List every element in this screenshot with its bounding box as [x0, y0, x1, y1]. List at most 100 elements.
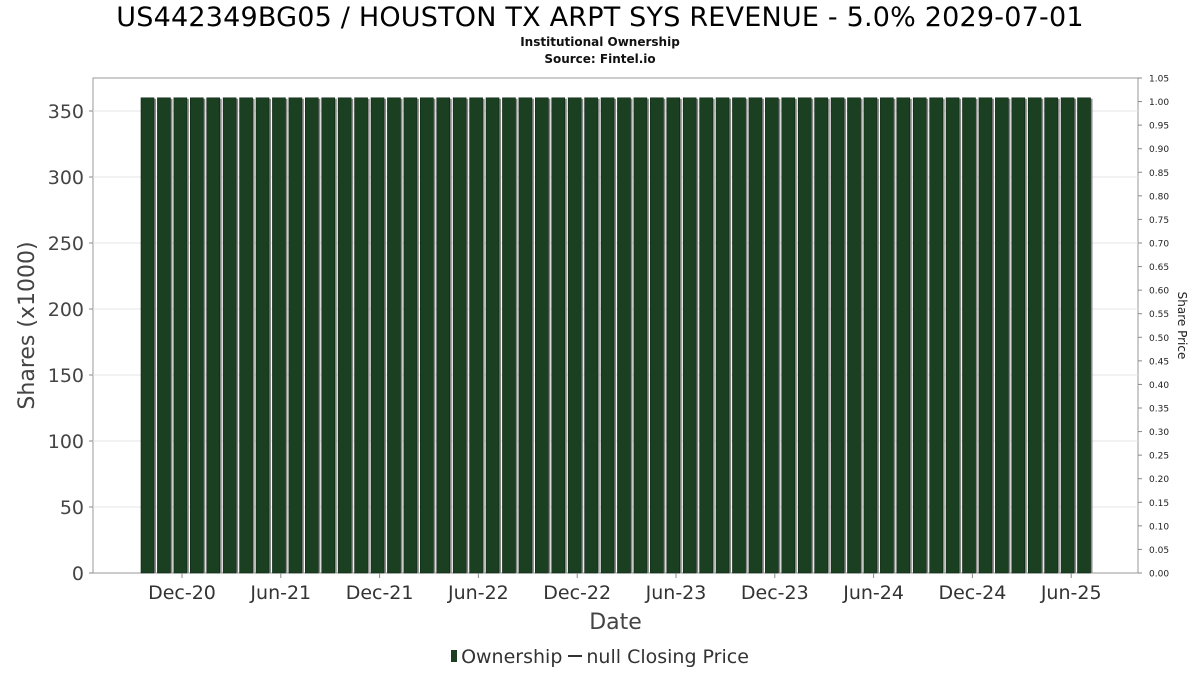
y2-tick-label: 0.35 — [1149, 405, 1169, 415]
bar — [732, 97, 746, 574]
legend-swatch-ownership — [451, 650, 458, 662]
y2-tick-label: 0.65 — [1149, 263, 1169, 273]
x-axis-label: Date — [589, 610, 642, 635]
bar — [403, 97, 418, 574]
bar — [682, 97, 697, 574]
x-tick-label: Jun-23 — [645, 582, 707, 604]
y-tick-label: 150 — [48, 365, 84, 387]
bar — [1027, 97, 1042, 574]
y2-tick-label: 0.20 — [1149, 475, 1169, 485]
x-tick-label: Jun-21 — [249, 582, 311, 604]
y2-axis-label: Share Price — [1175, 292, 1189, 360]
bar — [633, 97, 648, 574]
y-tick-label: 300 — [48, 167, 84, 189]
x-tick-label: Jun-22 — [447, 582, 509, 604]
bar — [140, 97, 155, 574]
bar — [255, 97, 270, 574]
bar — [288, 97, 303, 574]
y2-tick-label: 1.00 — [1149, 98, 1169, 108]
bar — [896, 97, 911, 574]
y2-tick-label: 0.75 — [1149, 216, 1169, 226]
bar — [239, 97, 253, 574]
y2-tick-label: 0.85 — [1149, 169, 1169, 179]
bar — [978, 97, 993, 574]
y2-tick-label: 0.45 — [1149, 357, 1169, 367]
legend-swatch-price — [568, 655, 583, 657]
bar — [830, 97, 845, 574]
y2-tick-label: 1.05 — [1149, 75, 1169, 85]
y2-tick-label: 0.70 — [1149, 240, 1169, 250]
y2-tick-label: 0.50 — [1149, 334, 1169, 344]
bar — [387, 97, 401, 574]
bar — [189, 97, 204, 574]
x-tick-label: Dec-24 — [938, 582, 1006, 604]
chart-subtitle-1: Institutional Ownership — [520, 35, 680, 49]
bar — [157, 97, 171, 574]
bar — [617, 97, 631, 574]
bar — [436, 97, 451, 574]
chart-legend: Ownership null Closing Price — [0, 646, 1200, 668]
bar — [272, 97, 286, 574]
bar — [567, 97, 582, 574]
bar — [880, 97, 894, 574]
bar — [173, 97, 188, 574]
bar — [420, 97, 434, 574]
bar — [469, 97, 483, 574]
y2-tick-label: 0.60 — [1149, 287, 1169, 297]
x-tick-label: Jun-24 — [842, 582, 904, 604]
y2-tick-label: 0.15 — [1149, 499, 1169, 509]
y2-tick-label: 0.55 — [1149, 310, 1169, 320]
y2-tick-label: 0.80 — [1149, 192, 1169, 202]
bar — [600, 97, 615, 574]
bar — [847, 97, 861, 574]
bar — [1044, 97, 1058, 574]
y2-tick-label: 0.25 — [1149, 452, 1169, 462]
y2-tick-label: 0.05 — [1149, 546, 1169, 556]
chart-subtitle-2: Source: Fintel.io — [544, 52, 656, 66]
bar — [1077, 97, 1091, 574]
chart-title: US442349BG05 / HOUSTON TX ARPT SYS REVEN… — [116, 2, 1084, 33]
y2-tick-label: 0.95 — [1149, 122, 1169, 132]
y-tick-label: 50 — [60, 497, 84, 519]
bar — [715, 97, 730, 574]
y2-tick-label: 0.90 — [1149, 145, 1169, 155]
y2-tick-label: 0.30 — [1149, 428, 1169, 438]
x-tick-label: Dec-21 — [346, 582, 414, 604]
bar — [452, 97, 467, 574]
bar — [995, 97, 1009, 574]
bar — [354, 97, 368, 574]
bar — [304, 97, 319, 574]
y2-tick-label: 0.00 — [1149, 570, 1169, 580]
bar — [699, 97, 713, 574]
bar — [765, 97, 779, 574]
y2-tick-label: 0.10 — [1149, 522, 1169, 532]
bar — [1060, 97, 1075, 574]
y-tick-label: 350 — [48, 101, 84, 123]
bar — [929, 97, 943, 574]
bar — [1011, 97, 1026, 574]
bar — [650, 97, 664, 574]
y-tick-label: 200 — [48, 299, 84, 321]
y-tick-label: 250 — [48, 233, 84, 255]
x-tick-label: Jun-25 — [1040, 582, 1102, 604]
bar — [518, 97, 533, 574]
bar — [945, 97, 960, 574]
bar — [748, 97, 763, 574]
y-tick-label: 0 — [72, 563, 84, 585]
bar — [337, 97, 352, 574]
bar — [781, 97, 796, 574]
bar — [863, 97, 878, 574]
x-tick-label: Dec-23 — [741, 582, 809, 604]
bar — [535, 97, 549, 574]
x-tick-label: Dec-22 — [543, 582, 611, 604]
bar — [814, 97, 828, 574]
bar — [206, 97, 221, 574]
bar — [797, 97, 812, 574]
bar — [912, 97, 927, 574]
y-axis-label: Shares (x1000) — [15, 241, 40, 409]
y2-tick-label: 0.40 — [1149, 381, 1169, 391]
bar — [584, 97, 598, 574]
bar — [962, 97, 976, 574]
bar — [370, 97, 385, 574]
